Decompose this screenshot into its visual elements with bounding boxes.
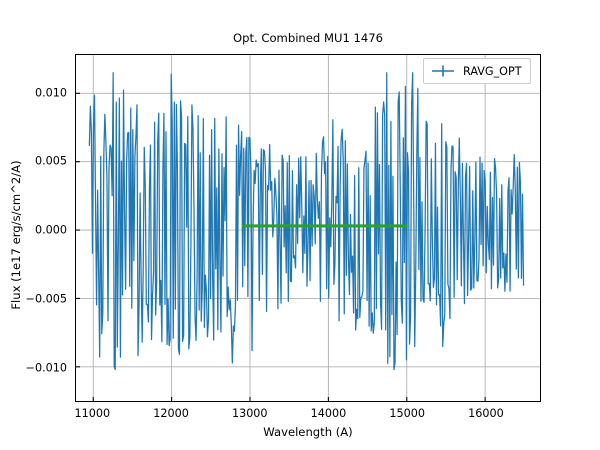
x-axis-label: Wavelength (A) (263, 425, 353, 439)
y-tick-label: 0.010 (34, 86, 67, 99)
plot-axes (75, 54, 541, 402)
x-tick-label: 12000 (153, 407, 189, 420)
series-ravg-opt (88, 72, 525, 371)
x-tick-label: 14000 (310, 407, 347, 420)
y-tick-label: 0.005 (34, 154, 67, 168)
legend-label-ravg-opt: RAVG_OPT (463, 64, 522, 78)
y-tick-label: −0.005 (25, 292, 67, 306)
legend[interactable]: RAVG_OPT (423, 58, 531, 84)
x-tick-label: 11000 (74, 407, 111, 420)
y-tick-label: −0.010 (25, 361, 67, 375)
x-tick-label: 15000 (389, 407, 425, 420)
data-series-layer (88, 72, 525, 371)
y-tick-label: 0.000 (34, 223, 67, 237)
plot-area (76, 55, 540, 401)
x-tick-label: 16000 (468, 407, 504, 420)
y-axis-label: Flux (1e17 erg/s/cm^2/A) (9, 160, 23, 310)
x-tick-label: 13000 (231, 407, 268, 420)
chart-title: Opt. Combined MU1 1476 (232, 31, 384, 45)
errorbar-marker-icon (432, 65, 454, 77)
